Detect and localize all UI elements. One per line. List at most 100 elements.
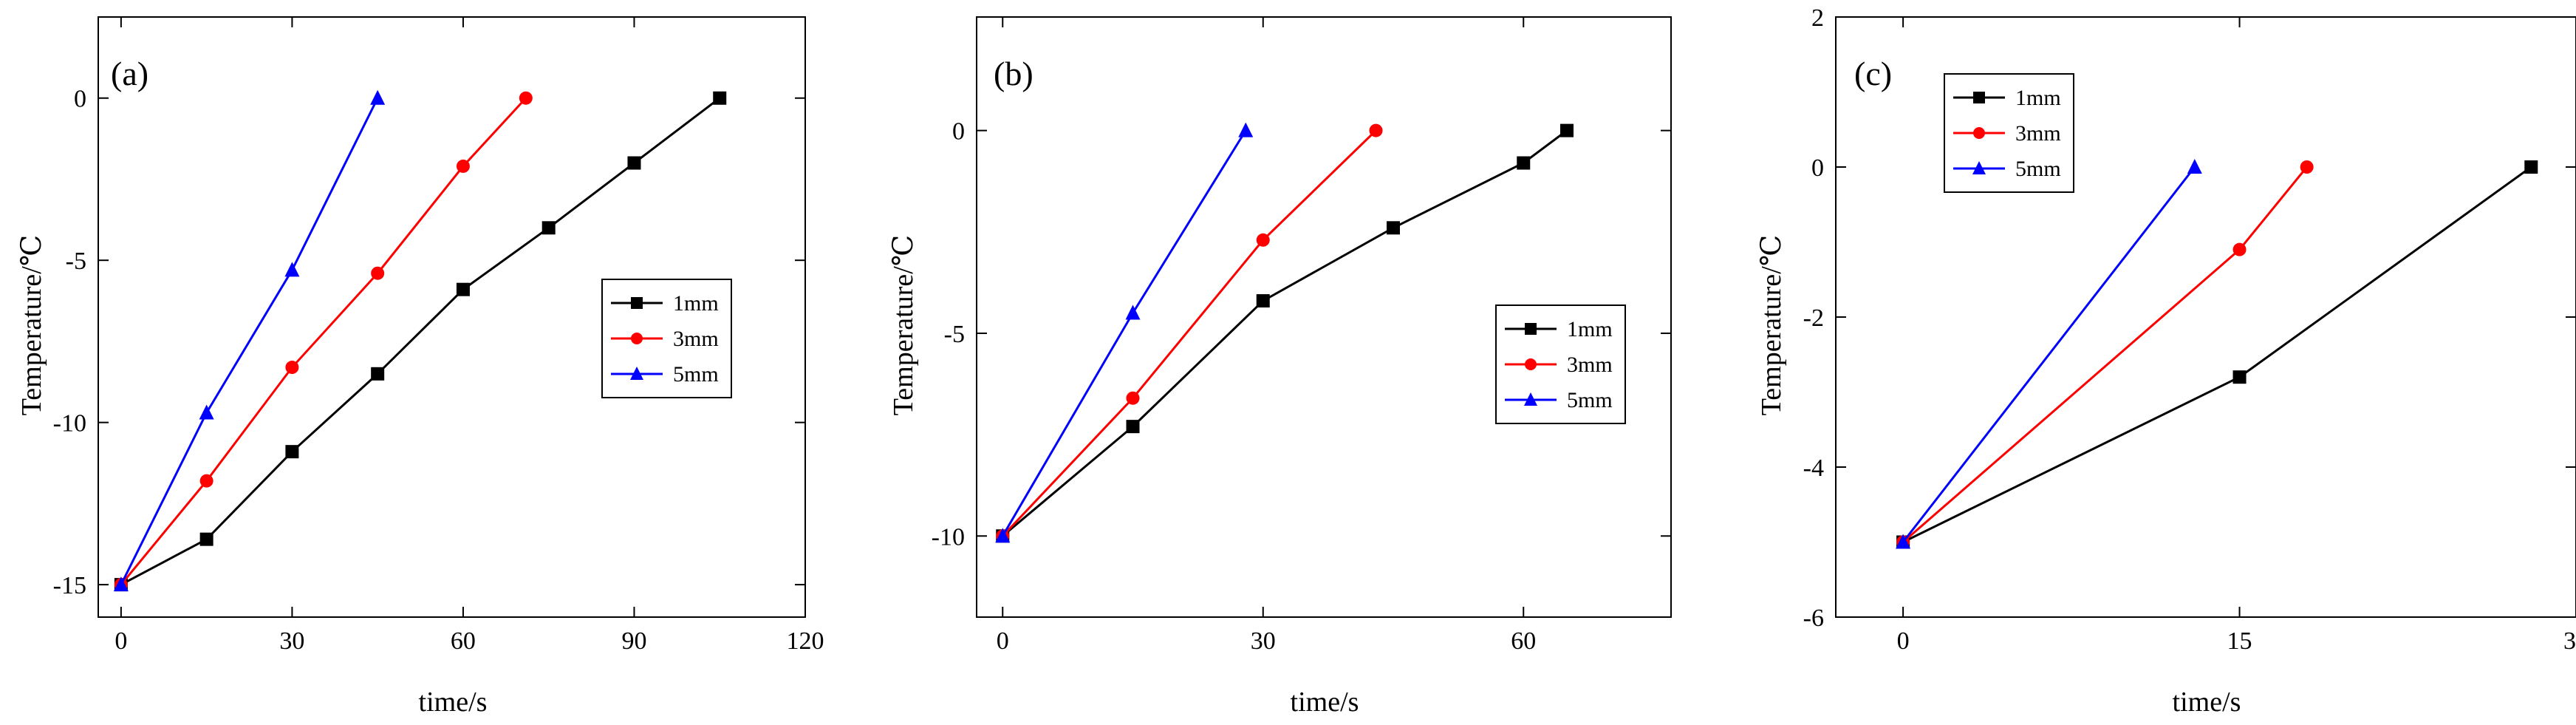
square-marker: [2524, 160, 2538, 174]
x-tick-label: 0: [115, 627, 127, 655]
series-line-1mm: [1002, 129, 1568, 537]
circle-marker: [1126, 391, 1140, 405]
y-tick-label: -5: [944, 321, 965, 348]
y-axis-title: Temperature/℃: [16, 235, 47, 416]
x-tick-label: 60: [1511, 627, 1536, 655]
circle-marker: [1973, 127, 1985, 139]
circle-marker: [1525, 358, 1537, 370]
legend-label: 3mm: [673, 327, 719, 351]
chart-panel-b: (b) time/s Temperature/℃ 0 30 60 -10 -5 0 1mm 3…: [888, 16, 1672, 718]
plot-frame: [976, 16, 1672, 618]
circle-marker: [285, 361, 299, 375]
legend: 1mm 3mm 5mm: [1944, 73, 2074, 193]
triangle-marker: [1896, 534, 1911, 549]
legend-item: 3mm: [1505, 353, 1613, 377]
square-marker: [631, 297, 643, 309]
series-line-5mm: [1001, 129, 1247, 537]
y-tick-label: -6: [1803, 605, 1824, 632]
circle-marker: [456, 159, 470, 173]
legend-label: 1mm: [1567, 317, 1613, 341]
series-line-1mm: [1902, 166, 2532, 543]
x-tick-label: 0: [997, 627, 1009, 655]
legend-label: 1mm: [673, 291, 719, 316]
panel-label: (c): [1854, 55, 1892, 92]
series-line-5mm: [1902, 166, 2196, 543]
legend-item: 5mm: [1953, 157, 2061, 181]
y-tick-label: 2: [1811, 4, 1824, 32]
square-marker: [199, 532, 213, 546]
circle-marker: [2232, 242, 2247, 256]
x-axis-title: time/s: [2173, 687, 2241, 718]
triangle-marker: [1972, 161, 1986, 174]
square-marker: [1560, 123, 1574, 137]
plot-frame: [98, 16, 806, 618]
triangle-marker: [1238, 122, 1254, 137]
square-marker: [456, 282, 470, 296]
legend-label: 3mm: [1567, 353, 1613, 377]
square-marker: [1973, 92, 1985, 103]
triangle-marker: [284, 262, 300, 277]
legend-item: 1mm: [1953, 86, 2061, 110]
y-axis-title: Temperature/℃: [888, 235, 919, 416]
legend-item: 1mm: [1505, 317, 1613, 341]
square-marker: [541, 221, 556, 235]
x-tick-label: 0: [1897, 627, 1910, 655]
x-tick-label: 30: [279, 627, 304, 655]
legend-label: 3mm: [2015, 121, 2061, 146]
square-marker: [1387, 221, 1400, 235]
x-tick-label: 30: [2563, 627, 2576, 655]
triangle-marker: [370, 89, 386, 105]
square-marker: [2232, 370, 2247, 384]
legend-label: 5mm: [673, 362, 719, 387]
y-tick-label: -15: [53, 572, 86, 599]
square-marker: [285, 445, 299, 459]
y-axis-title: Temperature/℃: [1756, 235, 1787, 416]
x-tick-label: 15: [2227, 627, 2252, 655]
y-tick-label: -2: [1803, 304, 1824, 332]
circle-marker: [199, 474, 213, 488]
series-line-5mm: [120, 98, 379, 585]
square-marker: [1256, 294, 1270, 308]
x-tick-label: 30: [1251, 627, 1276, 655]
x-axis-title: time/s: [419, 687, 488, 718]
circle-marker: [371, 266, 385, 280]
y-tick-label: -10: [932, 523, 965, 551]
panel-label: (a): [111, 55, 148, 92]
triangle-marker: [995, 528, 1011, 543]
circle-marker: [2300, 160, 2314, 174]
x-tick-label: 120: [787, 627, 824, 655]
x-tick-label: 60: [451, 627, 476, 655]
legend-item: 5mm: [611, 362, 719, 387]
square-marker: [1517, 156, 1531, 170]
triangle-marker: [199, 404, 214, 420]
chart-panel-c: (c) time/s Temperature/℃ 0 15 30 -6 -4 -2 0 2 1m…: [1756, 4, 2576, 718]
circle-marker: [519, 91, 533, 105]
y-tick-label: -5: [66, 248, 86, 275]
legend-label: 5mm: [1567, 388, 1613, 412]
y-tick-label: -4: [1803, 455, 1824, 482]
triangle-marker: [113, 576, 129, 592]
series-line-3mm: [1002, 129, 1377, 537]
triangle-marker: [1125, 304, 1141, 320]
legend-label: 5mm: [2015, 157, 2061, 181]
triangle-marker: [630, 367, 643, 380]
panel-label: (b): [994, 55, 1034, 92]
x-axis-title: time/s: [1291, 687, 1359, 718]
y-tick-label: 0: [1811, 154, 1824, 182]
square-marker: [371, 367, 385, 381]
x-tick-label: 90: [621, 627, 646, 655]
legend-label: 1mm: [2015, 86, 2061, 110]
circle-marker: [1256, 233, 1270, 247]
legend-item: 3mm: [1953, 121, 2061, 146]
circle-marker: [631, 333, 643, 344]
y-tick-label: 0: [74, 86, 86, 113]
y-tick-label: -10: [53, 410, 86, 438]
legend: 1mm 3mm 5mm: [1495, 304, 1626, 424]
y-tick-label: 0: [952, 118, 965, 146]
series-line-3mm: [1902, 166, 2308, 543]
circle-marker: [1369, 123, 1383, 137]
triangle-marker: [2187, 159, 2202, 174]
series-line-3mm: [120, 97, 527, 586]
legend: 1mm 3mm 5mm: [601, 279, 732, 398]
